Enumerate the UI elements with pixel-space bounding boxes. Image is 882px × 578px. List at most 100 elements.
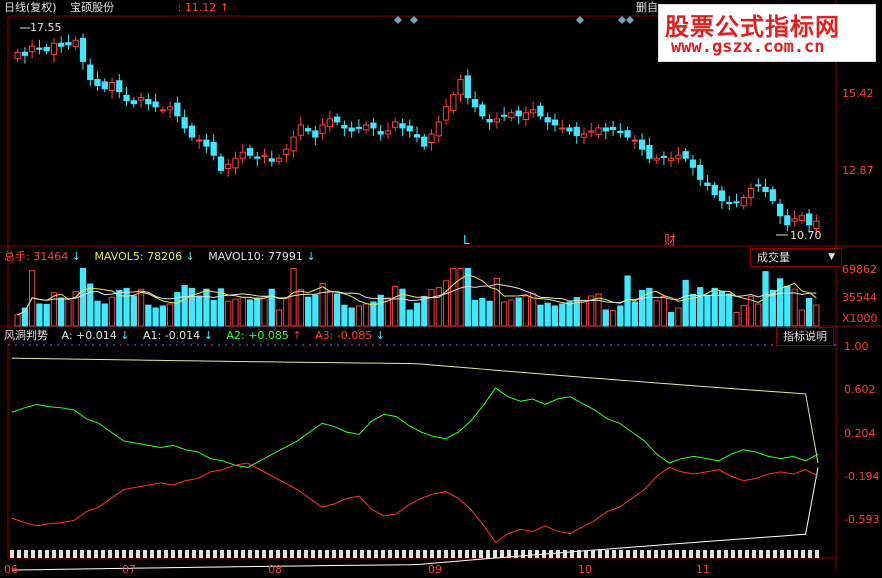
total-volume-arrow-icon: ↓ [71,250,81,263]
volume-bar [435,287,442,327]
candle-body [108,82,116,91]
high-price-label: 17.55 [30,21,62,34]
bottom-tick-block [731,550,735,558]
volume-bar [152,307,159,327]
volume-bar [268,288,275,327]
bottom-tick-block [661,550,665,558]
volume-bar [457,267,464,327]
bottom-tick-block [612,550,616,558]
indicator-selector-label: 成交量 [757,251,790,264]
candle-body [718,190,726,202]
volume-bar [522,295,530,327]
candle-body [326,118,333,128]
bottom-tick-block [787,550,791,558]
volume-bar [108,296,116,327]
candle-body [457,79,464,96]
period-label[interactable]: 日线(复权) [4,1,57,14]
a1-label: A1: [142,329,162,342]
bottom-tick-block [45,550,49,558]
bottom-tick-block [521,550,525,558]
candle-body [210,142,217,156]
bottom-tick-block [31,550,35,558]
bottom-tick-block [766,550,770,558]
candle-body [21,51,29,56]
total-volume-value: 31464 [33,250,69,263]
bottom-tick-block [493,550,497,558]
volume-bar [203,288,210,327]
volume-bar [747,295,755,327]
candle-body [798,215,805,222]
candle-body [130,100,137,105]
volume-bar [595,293,602,327]
volume-bar [813,304,820,327]
mavol10-line [17,283,817,316]
volume-unit: X1000 [842,312,878,325]
volume-bar [464,267,471,327]
indicator-selector[interactable]: 成交量 ▼ [750,248,842,267]
bottom-tick-block [290,550,294,558]
volume-tick-1: 69862 [842,263,877,276]
bottom-tick-block [752,550,756,558]
event-diamond-4 [626,16,634,24]
volume-bar [762,271,769,327]
candle-body [602,127,609,132]
indicator-lines [10,357,819,571]
candle-body [493,118,501,123]
bottom-tick-block [500,550,504,558]
candle-body [740,197,747,207]
volume-bar [392,285,399,327]
candle-body [145,99,152,105]
bottom-tick-block [605,550,609,558]
volume-bar [624,275,631,327]
bottom-tick-block [73,550,77,558]
candle-body [29,45,36,53]
volume-bar [609,309,617,327]
candle-body [58,42,65,47]
volume-bar [304,296,312,327]
volume-bar [682,279,689,327]
bottom-tick-block [444,550,448,558]
bottom-tick-block [472,550,476,558]
candle-body [537,105,544,117]
volume-bar [638,289,646,327]
volume-bar [181,285,188,327]
bottom-tick-block [241,550,245,558]
delete-tab[interactable]: 删自 [636,1,658,14]
candle-body [377,131,384,135]
volume-bar [399,288,406,327]
bottom-tick-block [66,550,70,558]
indicator-help-button[interactable]: 指标说明 [776,327,834,346]
bottom-tick-block [437,550,441,558]
bottom-tick-block [318,550,322,558]
candle-body [791,218,798,222]
event-marker-finance[interactable]: 财 [664,233,677,247]
volume-bar [428,289,435,327]
indicator-name[interactable]: 风洞判势 [4,329,48,342]
candle-body [290,136,297,152]
volume-bar [537,304,544,327]
volume-bar [602,309,609,327]
watermark-url: www.gszx.com.cn [671,37,825,57]
candle-body [72,39,79,48]
bottom-tick-block [654,550,658,558]
volume-bar [196,295,203,327]
volume-bar [137,288,145,327]
candle-body [246,148,254,156]
candle-body [333,116,341,123]
candle-body [196,139,203,142]
event-marker-l[interactable]: L [463,233,470,247]
bottom-tick-block [577,550,581,558]
candle-body [341,125,348,129]
candle-body [392,121,399,128]
volume-bar [123,287,130,327]
volume-bar [501,301,508,327]
bottom-tick-block [311,550,315,558]
x-label-06: 06 [4,563,18,576]
bottom-tick-block [115,550,119,558]
bottom-tick-block [199,550,203,558]
volume-bar [363,303,370,327]
price-tick-1: 15.42 [842,87,874,100]
mavol10-value: 77991 [267,250,303,263]
bottom-tick-block [633,550,637,558]
